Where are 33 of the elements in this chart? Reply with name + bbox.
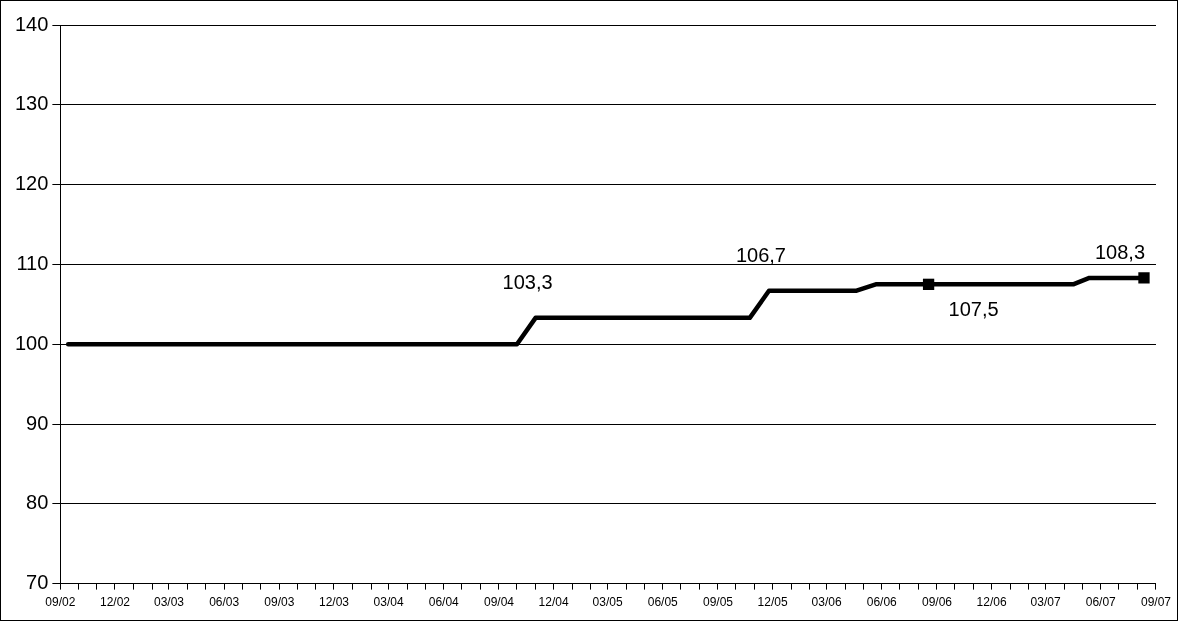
x-tick-label: 12/06 xyxy=(976,595,1007,610)
x-tick-label: 03/04 xyxy=(373,595,404,610)
x-tick-label: 06/04 xyxy=(428,595,460,610)
x-tick-label: 06/05 xyxy=(647,595,679,610)
y-tick-label: 100 xyxy=(14,331,49,354)
x-tick-label: 03/06 xyxy=(811,595,842,610)
x-tick-label: 06/07 xyxy=(1085,595,1117,610)
data-label: 106,7 xyxy=(735,244,787,267)
y-tick-label: 120 xyxy=(14,172,49,195)
data-label: 103,3 xyxy=(502,271,553,294)
x-tick-label: 09/06 xyxy=(921,595,953,610)
x-tick-label: 09/07 xyxy=(1140,595,1172,610)
y-tick-label: 110 xyxy=(16,251,49,274)
x-tick-label: 03/07 xyxy=(1030,595,1061,610)
x-tick-label: 03/05 xyxy=(592,595,623,610)
y-tick-label: 90 xyxy=(26,411,49,434)
x-tick-label: 12/02 xyxy=(99,595,131,610)
x-tick-label: 12/05 xyxy=(757,595,788,610)
x-tick-label: 09/05 xyxy=(702,595,734,610)
x-tick-label: 09/03 xyxy=(264,595,295,610)
x-tick-label: 06/06 xyxy=(866,595,898,610)
x-tick-label: 03/03 xyxy=(153,595,185,610)
x-tick-label: 09/02 xyxy=(45,595,76,610)
y-tick-label: 80 xyxy=(26,491,49,514)
y-tick-label: 140 xyxy=(14,12,49,35)
data-label: 108,3 xyxy=(1094,241,1146,264)
data-label: 107,5 xyxy=(948,297,999,320)
x-tick-label: 09/04 xyxy=(483,595,515,610)
x-tick-label: 06/03 xyxy=(209,595,240,610)
y-tick-label: 130 xyxy=(14,92,49,115)
x-tick-label: 12/04 xyxy=(538,595,569,610)
y-tick-label: 70 xyxy=(26,571,49,594)
x-tick-label: 12/03 xyxy=(318,595,350,610)
